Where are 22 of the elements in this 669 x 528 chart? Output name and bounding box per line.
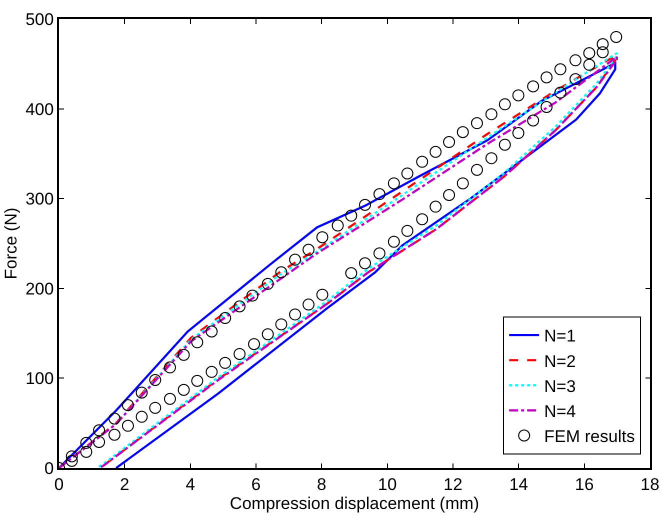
x-tick-label: 10 <box>378 475 397 494</box>
y-tick-label: 0 <box>44 458 54 478</box>
legend-label: N=3 <box>544 376 576 396</box>
legend-label: N=2 <box>544 352 576 371</box>
x-tick-label: 4 <box>186 475 196 494</box>
x-tick-label: 6 <box>251 475 261 494</box>
legend-label: FEM results <box>544 427 635 446</box>
x-tick-label: 18 <box>640 475 660 494</box>
x-tick-label: 8 <box>316 475 326 494</box>
x-tick-label: 16 <box>574 475 594 494</box>
legend-label: N=1 <box>544 326 576 346</box>
legend-label: N=4 <box>544 402 576 422</box>
x-tick-label: 14 <box>509 475 528 494</box>
y-axis-title: Force (N) <box>2 208 21 280</box>
y-tick-label: 100 <box>25 369 54 388</box>
y-tick-label: 500 <box>25 10 54 29</box>
x-tick-label: 12 <box>444 475 462 494</box>
y-tick-label: 300 <box>25 190 54 209</box>
x-axis-title: Compression displacement (mm) <box>230 494 480 514</box>
y-tick-label: 200 <box>25 279 54 298</box>
y-tick-label: 400 <box>25 100 54 119</box>
x-tick-label: 2 <box>120 475 130 494</box>
